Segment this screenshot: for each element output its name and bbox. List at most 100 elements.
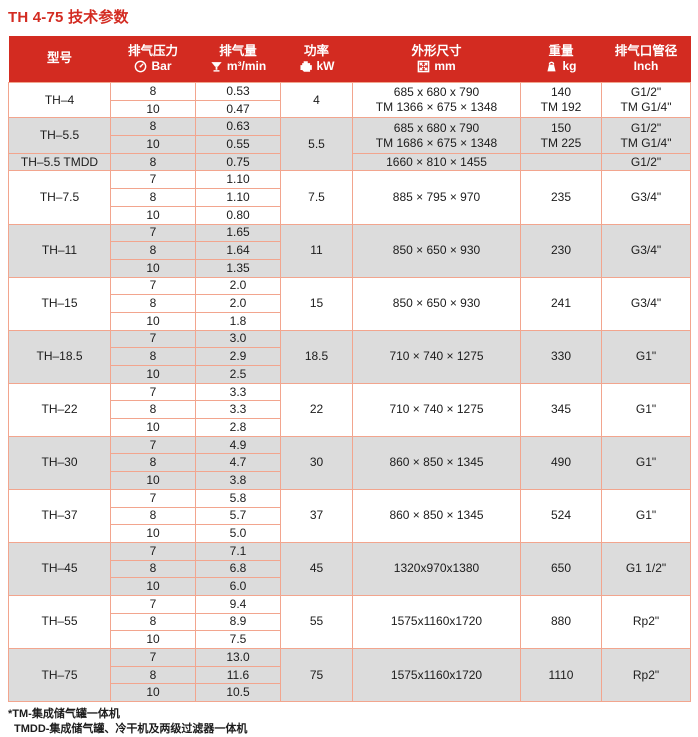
pipe-cell: G3/4"	[601, 276, 691, 331]
footnote-tm: *TM-集成储气罐一体机	[8, 708, 120, 721]
volume-cell: 6.8	[195, 559, 281, 579]
pressure-cell: 10	[110, 524, 196, 543]
table-row: TH–75 7 13.0 75 1575x1160x1720 1110 Rp2"	[8, 647, 691, 703]
weight-cell: 235	[520, 170, 602, 225]
pressure-cell: 7	[110, 648, 196, 667]
pressure-cell: 10	[110, 365, 196, 384]
pressure-cell: 10	[110, 577, 196, 596]
table-row: 8 5.7	[9, 506, 691, 526]
power-cell: 18.5	[280, 329, 353, 384]
pressure-cell: 10	[110, 135, 196, 154]
power-cell: 5.5	[280, 117, 353, 172]
model-cell: TH–75	[8, 647, 111, 703]
table-row: 8 11.6	[9, 665, 691, 685]
power-cell: 37	[280, 488, 353, 543]
pressure-cell: 8	[110, 612, 196, 632]
volume-cell: 2.9	[195, 347, 281, 366]
volume-cell: 2.0	[195, 294, 281, 313]
pressure-cell: 10	[110, 205, 196, 225]
weight-cell: 241	[520, 276, 602, 331]
weight-cell: 524	[520, 488, 602, 543]
pipe-cell: G1 1/2"	[601, 541, 691, 596]
table-row: 8 2.0	[9, 294, 691, 313]
model-cell: TH–11	[8, 223, 111, 278]
volume-cell: 0.75	[195, 152, 281, 172]
volume-cell: 2.0	[195, 276, 281, 296]
pressure-cell: 10	[110, 418, 196, 437]
volume-cell: 0.47	[195, 99, 281, 119]
power-cell: 30	[280, 435, 353, 490]
volume-cell: 7.5	[195, 630, 281, 649]
weight-cell: 150 TM 225	[520, 117, 602, 154]
spec-table-body: TH–4 8 0.53 4 685 x 680 x 790 TM 1366 × 675 ×…	[8, 81, 691, 703]
weight-cell: 1110	[520, 647, 602, 703]
volume-cell: 7.1	[195, 541, 281, 561]
footnotes: *TM-集成储气罐一体机 TMDD-集成储气罐、冷干机及两级过滤器一体机	[8, 707, 690, 737]
col-header-dimensions: 外形尺寸 mm	[352, 36, 521, 83]
dims-cell: 710 × 740 × 1275	[352, 382, 521, 437]
pressure-cell: 7	[110, 435, 196, 455]
pressure-cell: 7	[110, 594, 196, 614]
pressure-cell: 8	[110, 241, 196, 260]
pressure-cell: 8	[110, 188, 196, 207]
pipe-cell: G1/2" TM G1/4"	[601, 117, 691, 154]
volume-cell: 1.8	[195, 311, 281, 331]
dims-cell: 685 x 680 x 790 TM 1686 × 675 × 1348	[352, 117, 521, 154]
model-cell: TH–4	[8, 81, 111, 119]
power-cell: 55	[280, 594, 353, 650]
table-row: 10 7.5	[9, 630, 691, 649]
model-cell: TH–7.5	[8, 170, 111, 225]
model-cell: TH–45	[8, 541, 111, 596]
volume-cell: 3.8	[195, 471, 281, 490]
pressure-cell: 10	[110, 471, 196, 490]
volume-cell: 1.65	[195, 223, 281, 243]
dims-cell: 1320x970x1380	[352, 541, 521, 596]
table-row: 10 3.8	[9, 471, 691, 490]
table-row: 8 1.64	[9, 241, 691, 260]
pressure-cell: 8	[110, 82, 196, 101]
volume-cell: 5.8	[195, 488, 281, 508]
power-cell: 4	[280, 81, 353, 119]
dims-cell: 850 × 650 × 930	[352, 223, 521, 278]
pipe-cell: G1"	[601, 488, 691, 543]
table-row: TH–5.5 TMDD 8 0.75 1660 × 810 × 1455 G1/2"	[8, 152, 691, 172]
page-title: TH 4-75 技术参数	[8, 9, 129, 26]
weight-cell	[520, 152, 602, 172]
power-cell: 75	[280, 647, 353, 703]
power-cell: 22	[280, 382, 353, 437]
table-row: 10 10.5	[9, 683, 691, 703]
table-row: TH–22 7 3.3 22 710 × 740 × 1275 345 G1"	[8, 382, 691, 437]
pressure-cell: 8	[110, 665, 196, 685]
dims-cell: 850 × 650 × 930	[352, 276, 521, 331]
weight-icon	[545, 60, 558, 73]
model-cell: TH–5.5 TMDD	[8, 152, 111, 172]
power-cell: 15	[280, 276, 353, 331]
footnote-tmdd: TMDD-集成储气罐、冷干机及两级过滤器一体机	[14, 722, 248, 735]
table-row: 10 2.8	[9, 418, 691, 437]
pressure-cell: 10	[110, 630, 196, 649]
spec-table-header: 型号 排气压力 Bar 排气量	[8, 36, 691, 83]
pressure-cell: 7	[110, 276, 196, 296]
table-row: 10 5.0	[9, 524, 691, 543]
dims-cell: 885 × 795 × 970	[352, 170, 521, 225]
pipe-cell: G3/4"	[601, 223, 691, 278]
volume-cell: 4.9	[195, 435, 281, 455]
volume-cell: 0.55	[195, 135, 281, 154]
weight-cell: 880	[520, 594, 602, 650]
volume-cell: 10.5	[195, 683, 281, 703]
table-row: 8 2.9	[9, 347, 691, 366]
table-row: 10 0.55	[9, 135, 691, 154]
volume-cell: 5.0	[195, 524, 281, 543]
pipe-cell: Rp2"	[601, 647, 691, 703]
table-row: 10 2.5	[9, 365, 691, 384]
col-header-pipe: 排气口管径 Inch	[601, 36, 691, 83]
table-row: TH–37 7 5.8 37 860 × 850 × 1345 524 G1"	[8, 488, 691, 543]
pressure-cell: 8	[110, 117, 196, 137]
volume-cell: 3.3	[195, 400, 281, 420]
table-row: TH–4 8 0.53 4 685 x 680 x 790 TM 1366 × 675 ×…	[8, 81, 691, 119]
table-row: 8 6.8	[9, 559, 691, 579]
volume-cell: 1.35	[195, 258, 281, 278]
volume-cell: 2.5	[195, 365, 281, 384]
table-row: TH–45 7 7.1 45 1320x970x1380 650 G1 1/2"	[8, 541, 691, 596]
